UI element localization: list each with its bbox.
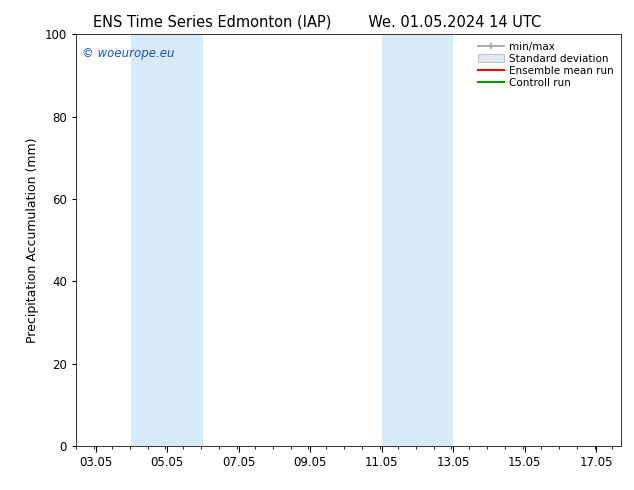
Bar <box>382 34 453 446</box>
Y-axis label: Precipitation Accumulation (mm): Precipitation Accumulation (mm) <box>26 137 39 343</box>
Bar <box>131 34 203 446</box>
Text: © woeurope.eu: © woeurope.eu <box>82 47 174 60</box>
Text: ENS Time Series Edmonton (IAP)        We. 01.05.2024 14 UTC: ENS Time Series Edmonton (IAP) We. 01.05… <box>93 15 541 30</box>
Legend: min/max, Standard deviation, Ensemble mean run, Controll run: min/max, Standard deviation, Ensemble me… <box>474 37 618 92</box>
